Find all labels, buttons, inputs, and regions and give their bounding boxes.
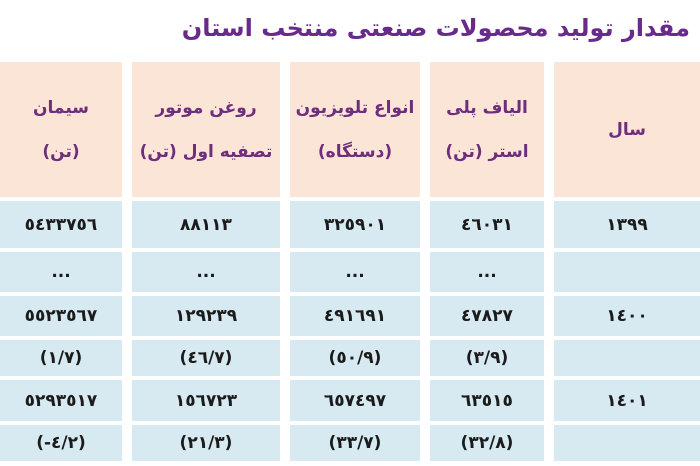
page-title: مقدار تولید محصولات صنعتی منتخب استان xyxy=(181,14,690,42)
header-oil-line1: روغن موتور xyxy=(155,97,257,118)
cell-year-1400-growth xyxy=(554,340,700,376)
header-tv-line1: انواع تلویزیون xyxy=(295,97,415,118)
production-table: سال الیاف پلی استر (تن) انواع تلویزیون (… xyxy=(0,62,700,461)
header-cement-line1: سیمان xyxy=(33,97,89,118)
header-cement-line2: (تن) xyxy=(42,141,80,162)
cell-cement-ellipsis: ... xyxy=(0,252,122,292)
header-year-label: سال xyxy=(608,119,646,140)
cell-year-1400: ١٤٠٠ xyxy=(554,296,700,336)
header-cell-cement: سیمان (تن) xyxy=(0,62,122,197)
header-oil-line2: تصفیه اول (تن) xyxy=(139,141,273,162)
cell-year-ellipsis xyxy=(554,252,700,292)
cell-tv-1400-growth: (٥٠/٩) xyxy=(290,340,420,376)
cell-tv-1401-growth: (٣٣/٧) xyxy=(290,425,420,461)
header-cell-polyester-fiber: الیاف پلی استر (تن) xyxy=(430,62,544,197)
cell-tv-1399: ٣٢٥٩٠١ xyxy=(290,201,420,248)
cell-oil-1401: ١٥٦٧٢٣ xyxy=(132,380,280,421)
cell-cement-1399: ٥٤٣٣٧٥٦ xyxy=(0,201,122,248)
cell-fiber-1401: ٦٣٥١٥ xyxy=(430,380,544,421)
header-fiber-line1: الیاف پلی xyxy=(446,97,528,118)
header-tv-line2: (دستگاه) xyxy=(317,141,393,162)
cell-fiber-ellipsis: ... xyxy=(430,252,544,292)
cell-oil-1401-growth: (٢١/٣) xyxy=(132,425,280,461)
cell-fiber-1401-growth: (٣٢/٨) xyxy=(430,425,544,461)
cell-oil-ellipsis: ... xyxy=(132,252,280,292)
cell-fiber-1400-growth: (٣/٩) xyxy=(430,340,544,376)
header-fiber-line2: استر (تن) xyxy=(445,141,529,162)
cell-oil-1400: ١٢٩٢٣٩ xyxy=(132,296,280,336)
cell-cement-1401: ٥٢٩٣٥١٧ xyxy=(0,380,122,421)
header-cell-tv: انواع تلویزیون (دستگاه) xyxy=(290,62,420,197)
cell-year-1401-growth xyxy=(554,425,700,461)
cell-oil-1400-growth: (٤٦/٧) xyxy=(132,340,280,376)
cell-tv-ellipsis: ... xyxy=(290,252,420,292)
cell-fiber-1400: ٤٧٨٢٧ xyxy=(430,296,544,336)
cell-oil-1399: ٨٨١١٣ xyxy=(132,201,280,248)
cell-fiber-1399: ٤٦٠٣١ xyxy=(430,201,544,248)
cell-cement-1400-growth: (١/٧) xyxy=(0,340,122,376)
cell-year-1401: ١٤٠١ xyxy=(554,380,700,421)
cell-tv-1401: ٦٥٧٤٩٧ xyxy=(290,380,420,421)
header-cell-motor-oil: روغن موتور تصفیه اول (تن) xyxy=(132,62,280,197)
cell-tv-1400: ٤٩١٦٩١ xyxy=(290,296,420,336)
cell-year-1399: ١٣٩٩ xyxy=(554,201,700,248)
cell-cement-1400: ٥٥٢٣٥٦٧ xyxy=(0,296,122,336)
cell-cement-1401-growth: (-٤/٢) xyxy=(0,425,122,461)
header-cell-year: سال xyxy=(554,62,700,197)
